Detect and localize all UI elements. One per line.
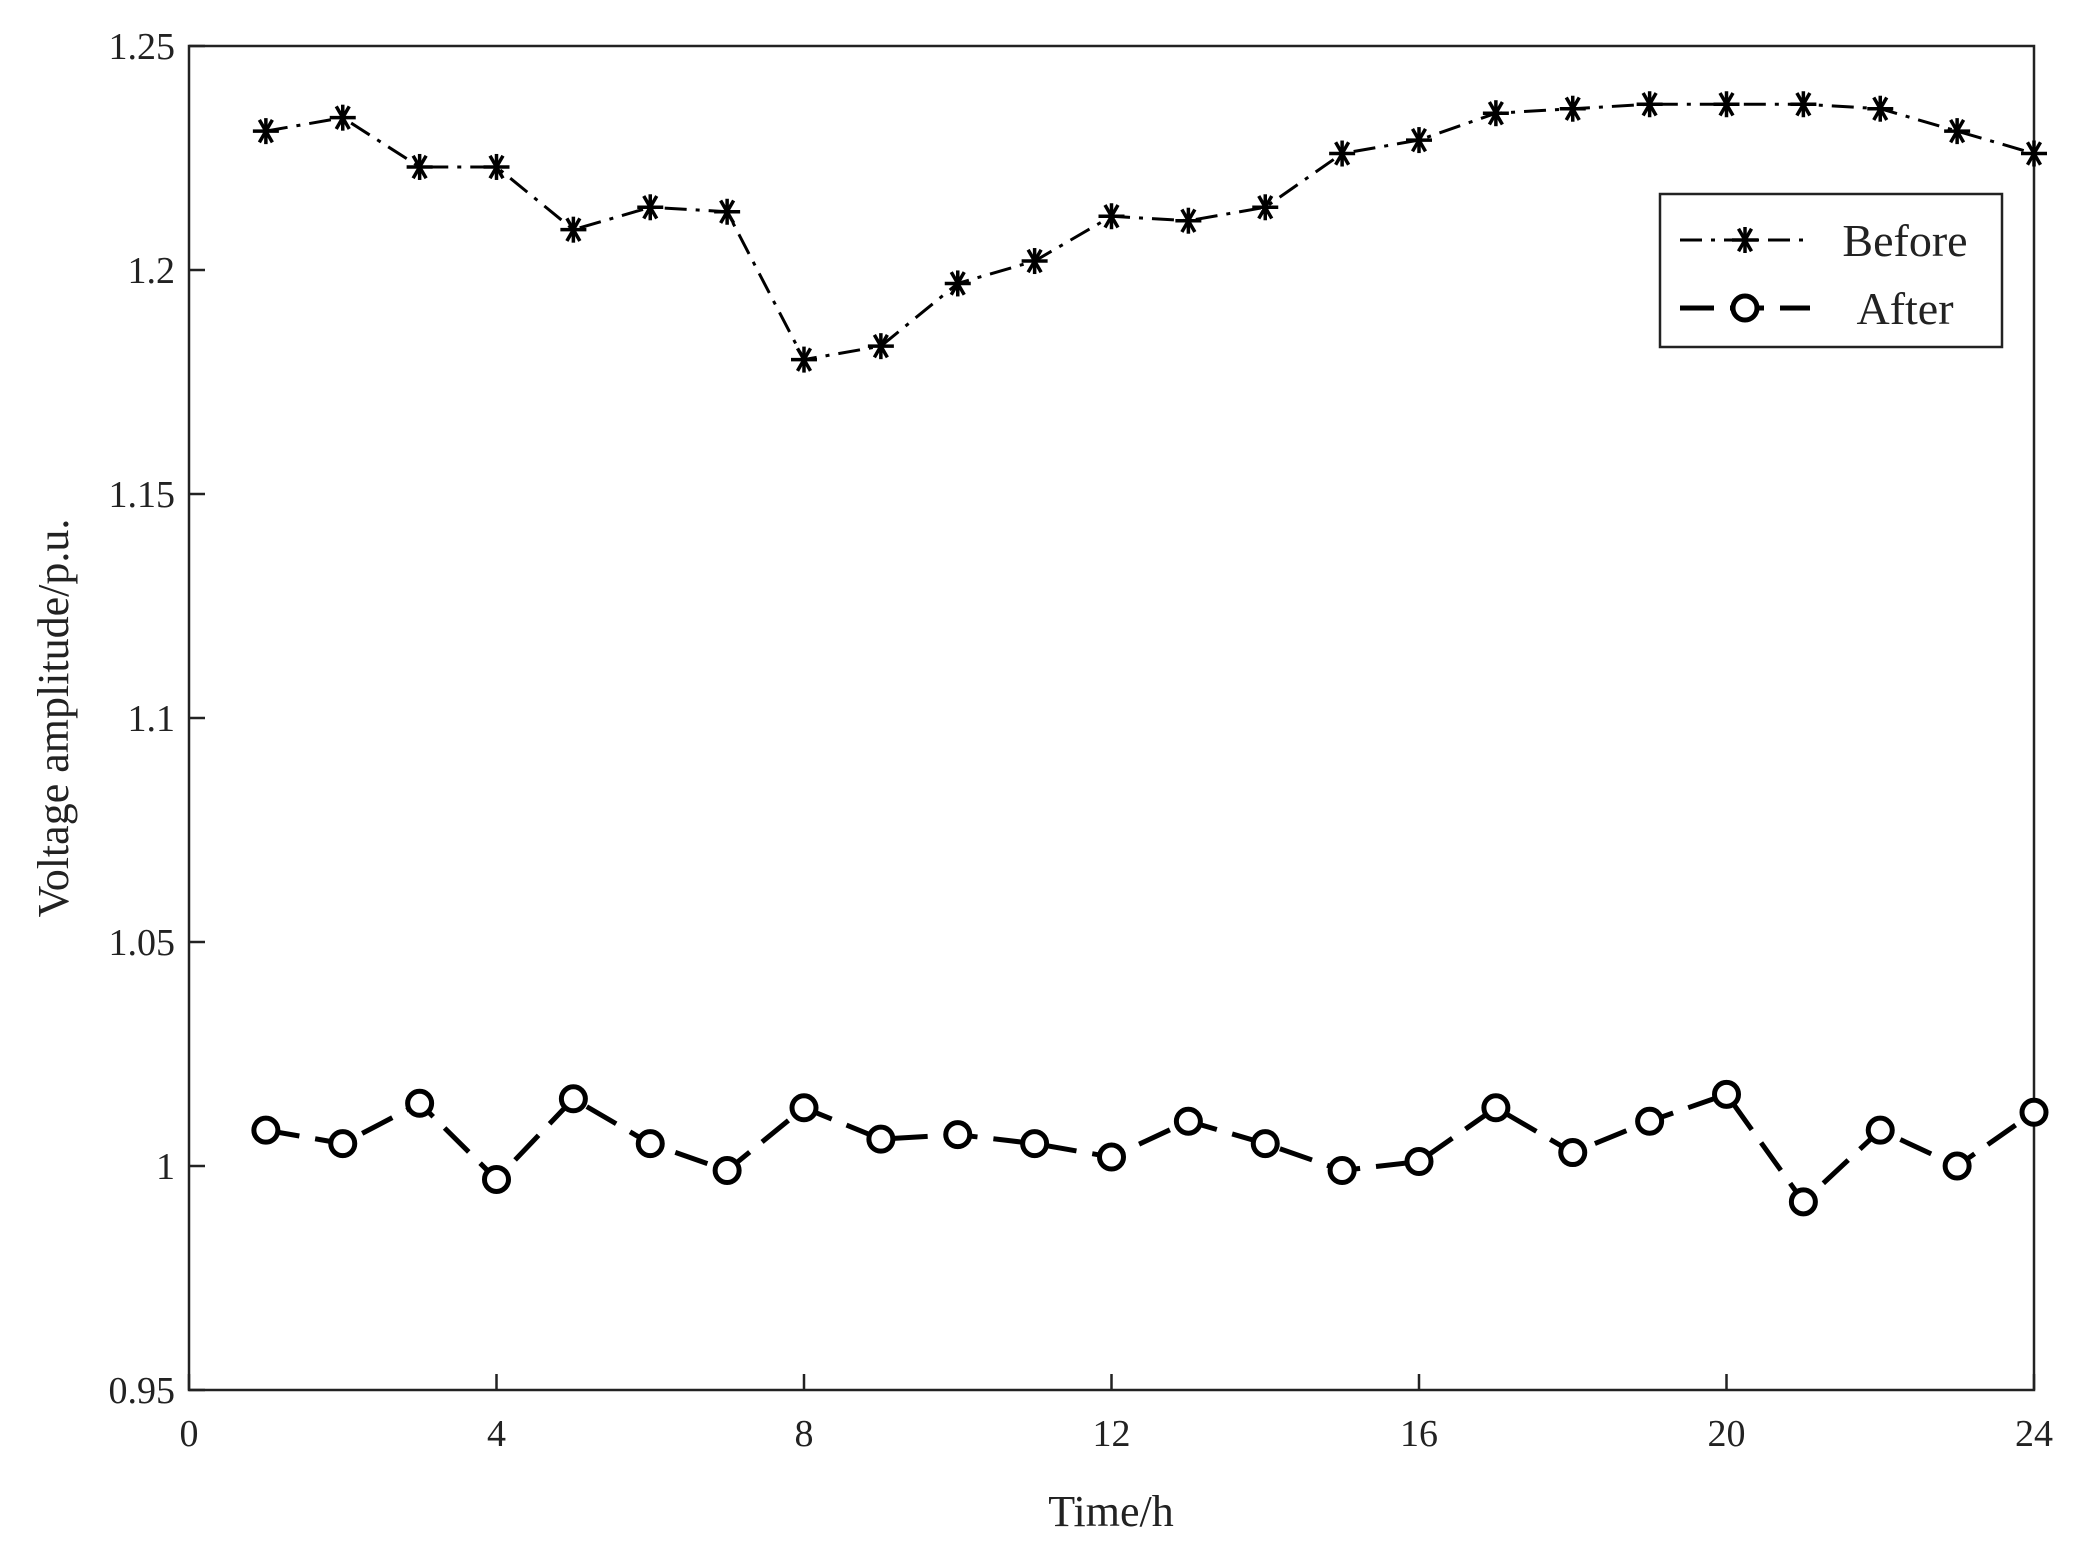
data-point <box>1406 127 1432 154</box>
data-point <box>252 118 279 145</box>
data-point <box>2019 1097 2049 1127</box>
data-point <box>866 1124 896 1154</box>
data-point <box>483 153 510 180</box>
data-point <box>712 1155 742 1185</box>
data-point <box>791 346 817 373</box>
data-point <box>1635 1106 1665 1136</box>
data-point <box>714 198 741 225</box>
data-point <box>1712 1079 1741 1109</box>
data-point <box>1021 248 1048 275</box>
data-point <box>1250 1129 1280 1159</box>
x-axis: 0 4 8 12 16 20 24 <box>180 1374 2053 1455</box>
y-tick-label: 1.15 <box>109 474 176 516</box>
legend-box <box>1658 192 2004 349</box>
data-point <box>1404 1147 1434 1177</box>
data-point <box>1636 91 1663 118</box>
y-axis: 0.95 1 1.05 1.1 1.15 1.2 1.25 <box>109 26 205 1412</box>
legend: Before After <box>1658 192 2004 349</box>
data-point <box>637 194 664 221</box>
data-point <box>1559 95 1586 122</box>
data-point <box>1944 118 1971 145</box>
data-point <box>1790 91 1817 118</box>
data-point <box>560 216 587 243</box>
series-after <box>251 1079 2049 1217</box>
data-point <box>943 1120 973 1150</box>
y-axis-label: Voltage amplitude/p.u. <box>29 519 78 918</box>
data-point <box>405 1088 435 1118</box>
data-point <box>1788 1187 1818 1217</box>
x-tick-label: 8 <box>795 1413 814 1455</box>
x-tick-label: 0 <box>180 1413 199 1455</box>
y-tick-label: 1.2 <box>128 250 176 292</box>
x-tick-label: 24 <box>2015 1413 2053 1455</box>
data-point <box>1713 91 1740 118</box>
data-point <box>329 104 356 131</box>
x-tick-label: 16 <box>1400 1413 1438 1455</box>
data-point <box>482 1164 511 1194</box>
legend-item-before: Before <box>1680 215 1968 266</box>
x-tick-label: 20 <box>1708 1413 1746 1455</box>
legend-marker <box>1730 293 1760 323</box>
x-tick-label: 4 <box>487 1413 506 1455</box>
legend-item-after: After <box>1680 283 1954 334</box>
data-point <box>1865 1115 1895 1145</box>
data-point <box>2021 140 2047 167</box>
y-tick-label: 1.25 <box>109 26 176 68</box>
data-point <box>789 1093 819 1123</box>
data-point <box>1558 1138 1588 1168</box>
legend-marker <box>1732 227 1758 253</box>
legend-label: After <box>1856 283 1953 334</box>
data-point <box>635 1129 665 1159</box>
data-point <box>1098 203 1125 230</box>
data-point <box>1173 1106 1203 1136</box>
y-tick-label: 1 <box>156 1146 175 1188</box>
x-axis-label: Time/h <box>1048 1487 1174 1536</box>
data-point <box>944 270 971 297</box>
data-point <box>1327 1155 1357 1185</box>
series-before <box>252 91 2047 373</box>
y-tick-label: 1.1 <box>128 698 176 740</box>
data-point <box>1252 194 1279 221</box>
y-tick-label: 0.95 <box>109 1370 176 1412</box>
legend-label: Before <box>1842 215 1967 266</box>
data-point <box>1020 1129 1050 1159</box>
data-point <box>1942 1151 1972 1181</box>
data-point <box>558 1084 588 1114</box>
data-point <box>1175 207 1202 234</box>
data-point <box>328 1129 358 1159</box>
series-layer <box>251 91 2049 1217</box>
data-point <box>867 333 894 360</box>
y-tick-label: 1.05 <box>109 922 176 964</box>
x-tick-label: 12 <box>1093 1413 1131 1455</box>
data-point <box>1482 100 1509 127</box>
data-point <box>1329 140 1356 167</box>
data-point <box>1481 1093 1511 1123</box>
series-line-after <box>265 1091 2036 1205</box>
data-point <box>406 153 433 180</box>
data-point <box>1867 95 1894 122</box>
series-line-before <box>265 102 2035 362</box>
data-point <box>251 1115 281 1145</box>
data-point <box>1097 1142 1126 1172</box>
